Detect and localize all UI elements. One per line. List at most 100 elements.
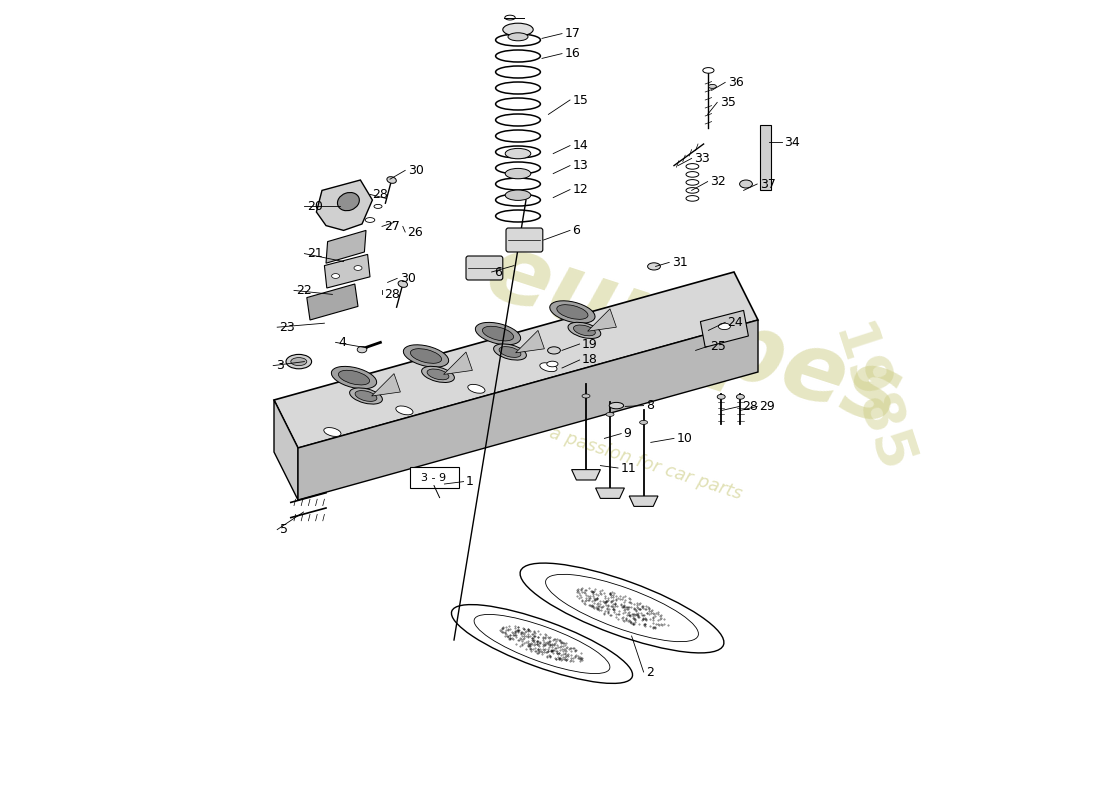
Text: 22: 22 bbox=[296, 284, 312, 297]
Ellipse shape bbox=[494, 344, 527, 360]
Text: 5: 5 bbox=[279, 523, 287, 536]
Polygon shape bbox=[274, 400, 298, 500]
Text: 6: 6 bbox=[494, 266, 502, 278]
Polygon shape bbox=[274, 272, 758, 448]
Text: 3 - 9: 3 - 9 bbox=[421, 473, 447, 482]
FancyBboxPatch shape bbox=[410, 467, 459, 488]
Ellipse shape bbox=[427, 369, 449, 380]
Text: 13: 13 bbox=[572, 159, 588, 172]
Text: 3: 3 bbox=[276, 359, 284, 372]
Text: 10: 10 bbox=[676, 432, 692, 445]
Ellipse shape bbox=[374, 204, 382, 208]
Ellipse shape bbox=[739, 180, 752, 188]
Text: 30: 30 bbox=[408, 164, 424, 177]
Polygon shape bbox=[572, 470, 601, 480]
Text: 34: 34 bbox=[784, 136, 800, 149]
Ellipse shape bbox=[365, 218, 375, 222]
Ellipse shape bbox=[421, 366, 454, 382]
Polygon shape bbox=[516, 330, 544, 353]
Ellipse shape bbox=[573, 325, 595, 336]
Ellipse shape bbox=[396, 406, 412, 415]
Ellipse shape bbox=[540, 362, 557, 372]
Text: 23: 23 bbox=[279, 321, 295, 334]
Text: 17: 17 bbox=[564, 27, 581, 40]
Ellipse shape bbox=[290, 358, 307, 366]
Text: 32: 32 bbox=[710, 175, 726, 188]
Text: 28: 28 bbox=[373, 188, 388, 201]
Ellipse shape bbox=[338, 193, 360, 210]
Text: 11: 11 bbox=[620, 462, 636, 474]
Ellipse shape bbox=[718, 323, 730, 330]
Ellipse shape bbox=[286, 354, 311, 369]
Text: a passion for car parts: a passion for car parts bbox=[548, 424, 745, 504]
Ellipse shape bbox=[550, 301, 595, 323]
Ellipse shape bbox=[547, 361, 558, 366]
Polygon shape bbox=[701, 310, 748, 347]
Text: 15: 15 bbox=[572, 94, 588, 106]
Text: 33: 33 bbox=[694, 152, 710, 165]
Ellipse shape bbox=[557, 305, 588, 319]
Ellipse shape bbox=[568, 322, 601, 338]
Ellipse shape bbox=[505, 15, 515, 20]
Polygon shape bbox=[587, 309, 616, 331]
Ellipse shape bbox=[505, 148, 531, 158]
Ellipse shape bbox=[468, 384, 485, 394]
Ellipse shape bbox=[499, 346, 521, 358]
Ellipse shape bbox=[703, 67, 714, 73]
Ellipse shape bbox=[648, 262, 660, 270]
Bar bbox=[760, 125, 771, 190]
Ellipse shape bbox=[606, 413, 614, 416]
Ellipse shape bbox=[508, 33, 528, 41]
Polygon shape bbox=[324, 254, 370, 288]
Ellipse shape bbox=[483, 326, 514, 341]
Text: 20: 20 bbox=[307, 200, 322, 213]
Ellipse shape bbox=[323, 427, 341, 437]
Polygon shape bbox=[595, 488, 625, 498]
Ellipse shape bbox=[355, 390, 377, 402]
Ellipse shape bbox=[548, 346, 560, 354]
Ellipse shape bbox=[717, 394, 725, 399]
Ellipse shape bbox=[331, 274, 340, 278]
Text: 28: 28 bbox=[742, 400, 758, 413]
Text: 6: 6 bbox=[572, 224, 581, 237]
Text: 27: 27 bbox=[384, 220, 400, 233]
Ellipse shape bbox=[339, 370, 370, 385]
Text: 25: 25 bbox=[710, 340, 726, 353]
Text: 1985: 1985 bbox=[821, 318, 920, 482]
Text: 26: 26 bbox=[408, 226, 424, 238]
Text: 31: 31 bbox=[672, 256, 688, 269]
Polygon shape bbox=[372, 374, 400, 396]
Text: 12: 12 bbox=[572, 183, 588, 196]
Ellipse shape bbox=[505, 190, 531, 201]
FancyBboxPatch shape bbox=[506, 228, 542, 252]
Polygon shape bbox=[307, 284, 358, 320]
Text: 30: 30 bbox=[399, 272, 416, 285]
Ellipse shape bbox=[410, 349, 441, 363]
Text: 37: 37 bbox=[760, 178, 775, 190]
FancyBboxPatch shape bbox=[466, 256, 503, 280]
Text: 19: 19 bbox=[582, 338, 597, 350]
Text: 14: 14 bbox=[572, 139, 588, 152]
Ellipse shape bbox=[358, 346, 366, 353]
Text: 8: 8 bbox=[646, 399, 654, 412]
Ellipse shape bbox=[398, 281, 407, 287]
Ellipse shape bbox=[582, 394, 590, 398]
Text: 4: 4 bbox=[338, 336, 345, 349]
Text: 21: 21 bbox=[307, 247, 322, 260]
Ellipse shape bbox=[609, 402, 624, 409]
Text: 16: 16 bbox=[564, 47, 580, 60]
Text: 2: 2 bbox=[646, 666, 653, 678]
Ellipse shape bbox=[503, 23, 534, 36]
Ellipse shape bbox=[475, 322, 520, 345]
Text: 24: 24 bbox=[727, 316, 744, 329]
Polygon shape bbox=[443, 352, 472, 374]
Ellipse shape bbox=[505, 168, 531, 179]
Ellipse shape bbox=[708, 84, 716, 89]
Ellipse shape bbox=[387, 177, 396, 183]
Polygon shape bbox=[326, 230, 366, 263]
Polygon shape bbox=[629, 496, 658, 506]
Polygon shape bbox=[298, 320, 758, 500]
Text: europes: europes bbox=[475, 226, 913, 446]
Ellipse shape bbox=[639, 421, 648, 424]
Text: 18: 18 bbox=[582, 354, 598, 366]
